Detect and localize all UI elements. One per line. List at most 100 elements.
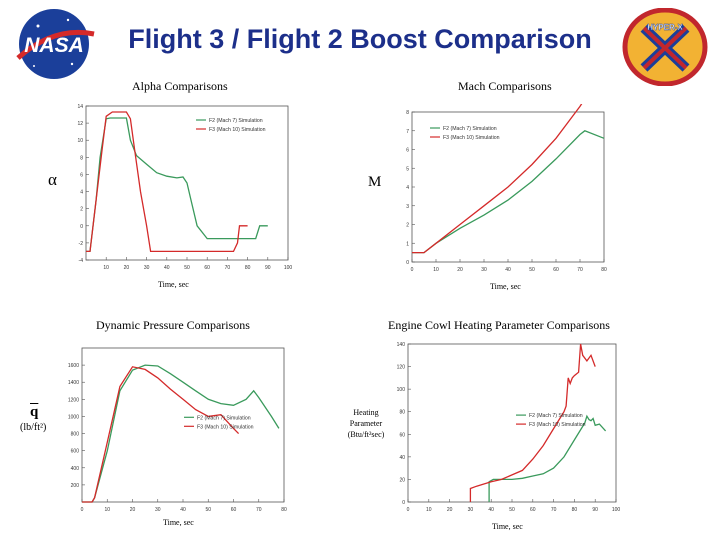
series-line-f3 [82, 366, 240, 503]
legend-label: F2 (Mach 7) Simulation [209, 118, 263, 124]
x-tick-label: 50 [509, 507, 515, 513]
x-tick-label: 60 [530, 507, 536, 513]
legend: F2 (Mach 7) Simulation F3 (Mach 10) Simul… [516, 413, 586, 428]
x-tick-label: 0 [81, 507, 84, 513]
plot-frame [81, 347, 285, 503]
x-tick-label: 40 [164, 265, 170, 271]
y-tick-label: 10 [77, 138, 83, 144]
y-tick-label: 600 [71, 449, 80, 455]
legend: F2 (Mach 7) Simulation F3 (Mach 10) Simul… [196, 118, 266, 133]
legend-label: F3 (Mach 10) Simulation [443, 135, 500, 141]
series-line-f3 [469, 343, 596, 502]
x-tick-label: 20 [130, 507, 136, 513]
x-tick-label: 10 [433, 267, 439, 273]
x-tick-label: 50 [529, 267, 535, 273]
y-tick-label: 6 [406, 148, 409, 154]
x-tick-label: 30 [468, 507, 474, 513]
alpha-chart-title: Alpha Comparisons [132, 79, 228, 93]
x-tick-label: 20 [447, 507, 453, 513]
y-tick-label: 0 [402, 500, 405, 506]
q-chart-xlabel: Time, sec [163, 518, 194, 527]
heating-chart-ylabel: Heating Parameter (Btu/ft²sec) [347, 408, 385, 439]
y-tick-label: 0 [80, 224, 83, 230]
x-tick-label: 30 [481, 267, 487, 273]
alpha-chart-ylabel: α [48, 170, 57, 189]
mach-chart-title: Mach Comparisons [458, 79, 552, 93]
y-tick-label: 2 [80, 207, 83, 213]
q-chart: 0 10 20 30 40 50 60 70 80 200 400 600 800 1000 1200 140… [68, 347, 287, 513]
y-tick-label: 60 [399, 432, 405, 438]
x-tick-label: 0 [411, 267, 414, 273]
y-tick-label: 1400 [68, 380, 79, 386]
x-tick-label: 90 [592, 507, 598, 513]
x-tick-label: 80 [245, 265, 251, 271]
page-title: Flight 3 / Flight 2 Boost Comparison [128, 24, 592, 54]
y-tick-label: 5 [406, 166, 409, 172]
legend-label: F2 (Mach 7) Simulation [529, 413, 583, 419]
series-line-f2 [82, 364, 280, 503]
x-tick-label: 10 [103, 265, 109, 271]
y-tick-label: 400 [71, 466, 80, 472]
y-tick-label: -4 [79, 258, 84, 264]
alpha-chart: 10 20 30 40 50 60 70 80 90 100 -4 -2 0 2 4 6 8 10 12 14 F2 (… [77, 104, 293, 271]
y-tick-label: 800 [71, 432, 80, 438]
series-line-f3 [412, 104, 583, 254]
legend: F2 (Mach 7) Simulation F3 (Mach 10) Simul… [184, 415, 254, 430]
x-tick-label: 90 [265, 265, 271, 271]
y-tick-label: 12 [77, 121, 83, 127]
y-tick-label: 8 [80, 155, 83, 161]
nasa-logo-circle [19, 9, 89, 79]
x-tick-label: 70 [256, 507, 262, 513]
hyper-x-logo: HYPER-X [622, 8, 708, 86]
x-tick-label: 70 [225, 265, 231, 271]
y-tick-label: 1200 [68, 397, 79, 403]
heating-chart-xlabel: Time, sec [492, 522, 523, 531]
y-tick-label: 4 [406, 185, 409, 191]
q-chart-ylabel: q [30, 404, 39, 420]
legend-label: F3 (Mach 10) Simulation [529, 422, 586, 428]
x-tick-label: 100 [284, 265, 293, 271]
y-tick-label: 2 [406, 223, 409, 229]
x-tick-label: 60 [553, 267, 559, 273]
x-tick-label: 50 [205, 507, 211, 513]
legend-label: F2 (Mach 7) Simulation [197, 415, 251, 421]
x-tick-label: 20 [124, 265, 130, 271]
plot-frame [85, 105, 289, 261]
y-tick-label: 20 [399, 477, 405, 483]
y-tick-label: 4 [80, 190, 83, 196]
mach-chart-ylabel: M [368, 174, 382, 190]
heating-chart-title: Engine Cowl Heating Parameter Comparison… [388, 318, 610, 332]
x-tick-label: 40 [180, 507, 186, 513]
alpha-chart-xlabel: Time, sec [158, 280, 189, 289]
y-tick-label: 8 [406, 110, 409, 116]
x-tick-label: 80 [601, 267, 607, 273]
q-chart-title: Dynamic Pressure Comparisons [96, 318, 250, 332]
y-tick-label: 1 [406, 241, 409, 247]
q-chart-ylabel-units: (lb/ft²) [20, 422, 47, 433]
x-tick-label: 80 [572, 507, 578, 513]
x-tick-label: 70 [551, 507, 557, 513]
y-tick-label: 6 [80, 172, 83, 178]
mach-chart: 0 10 20 30 40 50 60 70 80 0 1 2 3 4 5 6 7 8 F2 (Mach 7) Si… [406, 104, 607, 273]
x-tick-label: 0 [407, 507, 410, 513]
y-tick-label: 40 [399, 455, 405, 461]
plot-frame [407, 343, 617, 503]
y-tick-label: 1600 [68, 363, 79, 369]
y-tick-label: 80 [399, 410, 405, 416]
legend-label: F3 (Mach 10) Simulation [209, 127, 266, 133]
nasa-logo: NASA [16, 9, 95, 79]
y-tick-label: 100 [397, 387, 406, 393]
x-tick-label: 20 [457, 267, 463, 273]
y-tick-label: 140 [397, 342, 406, 348]
x-tick-label: 100 [612, 507, 621, 513]
y-tick-label: 14 [77, 104, 83, 110]
legend-label: F3 (Mach 10) Simulation [197, 424, 254, 430]
y-tick-label: 120 [397, 365, 406, 371]
nasa-logo-text: NASA [24, 34, 84, 57]
x-tick-label: 60 [231, 507, 237, 513]
x-tick-label: 10 [104, 507, 110, 513]
y-tick-label: -2 [79, 241, 84, 247]
series-line-f3 [86, 111, 248, 253]
legend: F2 (Mach 7) Simulation F3 (Mach 10) Simul… [430, 126, 500, 141]
y-tick-label: 7 [406, 129, 409, 135]
